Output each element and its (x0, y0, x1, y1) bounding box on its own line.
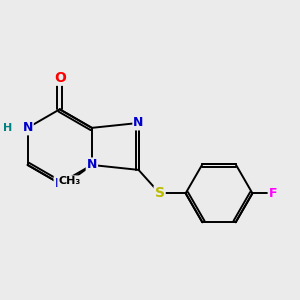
Text: CH₃: CH₃ (58, 176, 80, 186)
Text: H: H (3, 123, 12, 133)
Text: N: N (87, 158, 97, 172)
Text: N: N (22, 122, 33, 134)
Text: O: O (54, 71, 66, 85)
Text: N: N (133, 116, 144, 130)
Text: S: S (154, 186, 165, 200)
Text: F: F (268, 187, 277, 200)
Text: N: N (55, 177, 65, 190)
